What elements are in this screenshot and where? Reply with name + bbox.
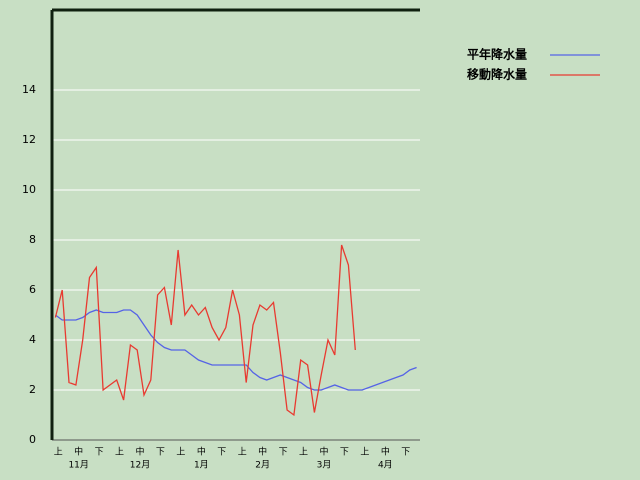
- series-line: [54, 244, 356, 417]
- y-tick-label: 4: [29, 333, 36, 346]
- y-tick-label: 8: [29, 233, 36, 246]
- x-tick-label: 上: [299, 447, 308, 458]
- month-label: 2月: [255, 460, 270, 471]
- series-line: [55, 309, 417, 391]
- x-tick-label: 上: [115, 447, 124, 458]
- x-tick-label: 上: [360, 447, 369, 458]
- x-tick-label: 中: [74, 446, 83, 458]
- y-tick-label: 10: [22, 183, 36, 196]
- y-tick-label: 14: [22, 83, 36, 96]
- y-tick-label: 0: [29, 433, 36, 446]
- x-tick-label: 中: [197, 446, 206, 458]
- x-tick-label: 下: [156, 448, 165, 458]
- x-tick-label: 下: [401, 448, 410, 458]
- month-label: 3月: [317, 460, 332, 471]
- y-tick-label: 6: [29, 283, 36, 296]
- month-label: 12月: [130, 460, 150, 471]
- month-label: 4月: [378, 460, 393, 471]
- x-tick-label: 上: [176, 447, 185, 458]
- x-tick-label: 下: [95, 448, 104, 458]
- month-label: 1月: [194, 460, 209, 471]
- x-tick-label: 下: [217, 448, 226, 458]
- month-label: 11月: [68, 460, 88, 471]
- legend-label: 平年降水量: [467, 47, 527, 62]
- x-tick-label: 中: [258, 446, 267, 458]
- x-tick-label: 下: [279, 448, 288, 458]
- legend-label: 移動降水量: [467, 67, 527, 82]
- x-tick-label: 下: [340, 448, 349, 458]
- y-tick-label: 12: [22, 133, 36, 146]
- x-tick-label: 中: [319, 446, 328, 458]
- x-tick-label: 上: [238, 447, 247, 458]
- x-tick-label: 中: [135, 446, 144, 458]
- y-tick-label: 2: [29, 383, 36, 396]
- x-tick-label: 上: [54, 447, 63, 458]
- x-tick-label: 中: [381, 446, 390, 458]
